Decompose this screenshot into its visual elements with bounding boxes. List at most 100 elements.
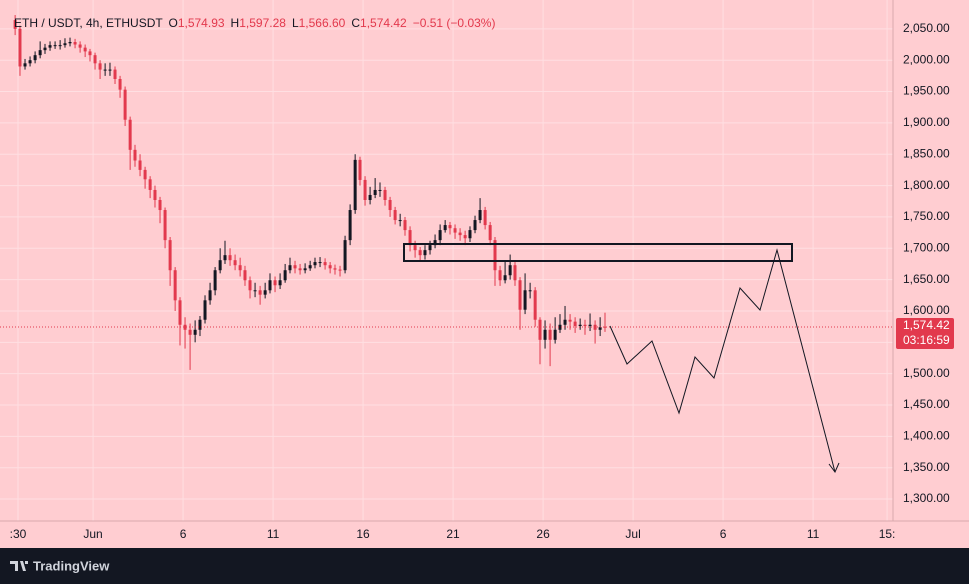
legend-key: L [292, 16, 299, 30]
candle-body [78, 44, 82, 48]
candle-body [288, 265, 292, 271]
candle-body [13, 20, 17, 29]
candle-body [173, 270, 177, 301]
x-tick-label: 11 [267, 527, 280, 541]
candle-body [408, 230, 412, 246]
candle-body [278, 280, 282, 286]
candle-body [133, 149, 137, 161]
candle-body [423, 250, 427, 256]
candle-body [98, 63, 102, 70]
candle-body [528, 290, 532, 292]
y-tick-label: 1,950.00 [903, 84, 950, 98]
y-tick-label: 1,400.00 [903, 429, 950, 443]
candle-body [63, 43, 67, 46]
candle-body [308, 265, 312, 269]
candle-body [313, 262, 317, 266]
candle-body [443, 225, 447, 231]
footer-bar [0, 548, 969, 584]
candle-body [143, 169, 147, 180]
candle-body [153, 189, 157, 200]
candle-body [453, 228, 457, 233]
candle-body [498, 270, 502, 281]
y-tick-label: 1,700.00 [903, 240, 950, 254]
legend-key: C [351, 16, 360, 30]
projection-arrowhead [828, 462, 840, 473]
candle-body [578, 324, 582, 327]
candle-body [478, 210, 482, 221]
brand: TradingView [33, 558, 110, 573]
candle-body [283, 270, 287, 281]
x-tick-label: 16 [356, 527, 370, 541]
candle-body [398, 220, 402, 222]
candle-body [208, 290, 212, 301]
candle-body [168, 240, 172, 271]
candle-body [413, 245, 417, 251]
candle-body [213, 270, 217, 291]
candle-body [118, 78, 122, 90]
candle-body [83, 47, 87, 52]
y-tick-label: 1,500.00 [903, 366, 950, 380]
candle-body [508, 265, 512, 276]
candle-body [438, 230, 442, 241]
candle-body [493, 240, 497, 271]
x-tick-label: Jun [83, 527, 102, 541]
y-tick-label: 1,300.00 [903, 491, 950, 505]
x-tick-label: 11 [807, 527, 820, 541]
candle-body [23, 63, 27, 67]
candle-body [103, 69, 107, 71]
candle-body [318, 262, 322, 264]
candle-body [128, 119, 132, 150]
y-tick-label: 1,750.00 [903, 209, 950, 223]
x-tick-label: 26 [536, 527, 550, 541]
candle-body [148, 179, 152, 190]
y-tick-label: 1,650.00 [903, 272, 950, 286]
candle-body [533, 290, 537, 320]
tradingview-logo: TradingView [10, 558, 110, 573]
y-tick-label: 1,450.00 [903, 397, 950, 411]
candle-body [568, 319, 572, 322]
candle-body [538, 319, 542, 340]
candle-body [43, 47, 47, 51]
candle-body [223, 255, 227, 261]
candle-body [263, 290, 267, 295]
candle-body [68, 42, 72, 44]
last-price-label: 1,574.42 [903, 318, 950, 332]
y-tick-label: 1,350.00 [903, 460, 950, 474]
candle-body [513, 265, 517, 281]
candle-body [273, 280, 277, 286]
y-tick-label: 2,000.00 [903, 52, 950, 66]
candle-body [358, 159, 362, 180]
candle-body [73, 42, 77, 45]
candle-body [503, 275, 507, 281]
candle-body [428, 245, 432, 251]
candle-body [303, 268, 307, 271]
candle-body [93, 55, 97, 64]
legend-change: −0.51 (−0.03%) [413, 16, 496, 30]
chart-legend: ETH / USDT, 4h, ETHUSDT O1,574.93 H1,597.2… [14, 16, 495, 30]
candle-body [338, 269, 342, 271]
candle-body [258, 290, 262, 295]
candle-body [488, 225, 492, 241]
x-tick-label: 21 [446, 527, 460, 541]
x-tick-label: 6 [180, 527, 187, 541]
candle-body [53, 45, 57, 47]
axis-labels: 2,050.00 2,000.00 1,950.00 1,900.00 1,850.00… [10, 21, 954, 541]
candle-body [473, 220, 477, 231]
candle-body [158, 199, 162, 211]
candle-body [373, 189, 377, 195]
candle-body [558, 324, 562, 330]
candle-body [243, 270, 247, 281]
candle-body [248, 280, 252, 291]
logo-icon [10, 561, 28, 571]
candle-body [238, 265, 242, 271]
candle-body [268, 280, 272, 291]
chart-background [0, 0, 969, 548]
countdown-label: 03:16:59 [903, 333, 950, 347]
candle-body [368, 194, 372, 200]
candle-body [183, 324, 187, 330]
candle-body [463, 235, 467, 239]
legend-value: 1,566.60 [299, 16, 346, 30]
zone-rectangle [403, 243, 793, 262]
